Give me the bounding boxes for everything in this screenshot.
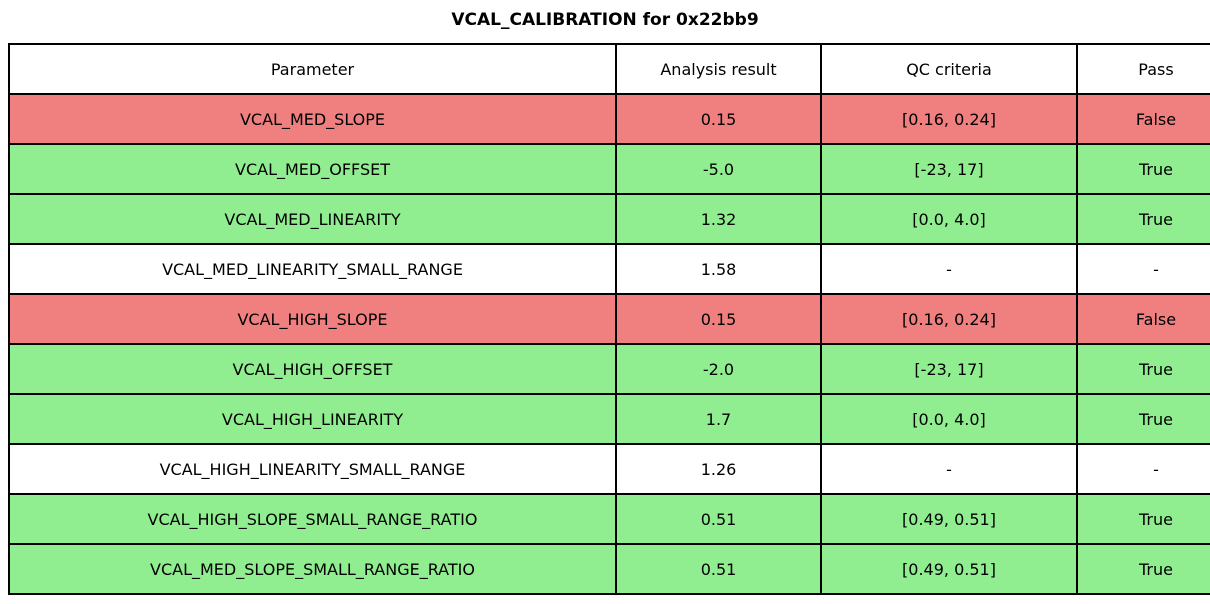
cell-parameter: VCAL_MED_OFFSET — [8, 143, 617, 195]
cell-analysis-result: -5.0 — [615, 143, 822, 195]
cell-qc-criteria: - — [820, 243, 1078, 295]
table-row: VCAL_MED_SLOPE_SMALL_RANGE_RATIO 0.51 [0… — [8, 543, 1210, 595]
cell-pass: True — [1076, 143, 1210, 195]
header-cell-analysis-result: Analysis result — [615, 43, 822, 95]
table-row: VCAL_HIGH_OFFSET -2.0 [-23, 17] True — [8, 343, 1210, 395]
header-cell-qc-criteria: QC criteria — [820, 43, 1078, 95]
cell-parameter: VCAL_HIGH_OFFSET — [8, 343, 617, 395]
cell-analysis-result: 0.51 — [615, 493, 822, 545]
table-row: VCAL_MED_OFFSET -5.0 [-23, 17] True — [8, 143, 1210, 195]
cell-qc-criteria: [-23, 17] — [820, 143, 1078, 195]
cell-pass: True — [1076, 493, 1210, 545]
cell-analysis-result: 1.7 — [615, 393, 822, 445]
cell-pass: False — [1076, 293, 1210, 345]
table-row: VCAL_MED_SLOPE 0.15 [0.16, 0.24] False — [8, 93, 1210, 145]
cell-pass: - — [1076, 443, 1210, 495]
cell-parameter: VCAL_MED_LINEARITY — [8, 193, 617, 245]
cell-pass: True — [1076, 193, 1210, 245]
cell-pass: True — [1076, 343, 1210, 395]
header-cell-pass: Pass — [1076, 43, 1210, 95]
cell-qc-criteria: [0.0, 4.0] — [820, 193, 1078, 245]
page-title: VCAL_CALIBRATION for 0x22bb9 — [451, 10, 759, 30]
cell-pass: False — [1076, 93, 1210, 145]
cell-qc-criteria: [0.16, 0.24] — [820, 93, 1078, 145]
cell-analysis-result: 1.58 — [615, 243, 822, 295]
cell-qc-criteria: [0.0, 4.0] — [820, 393, 1078, 445]
calibration-table: Parameter Analysis result QC criteria Pa… — [8, 43, 1210, 595]
cell-analysis-result: 0.51 — [615, 543, 822, 595]
cell-qc-criteria: - — [820, 443, 1078, 495]
cell-pass: True — [1076, 543, 1210, 595]
cell-parameter: VCAL_HIGH_LINEARITY_SMALL_RANGE — [8, 443, 617, 495]
cell-qc-criteria: [-23, 17] — [820, 343, 1078, 395]
table-row: VCAL_MED_LINEARITY_SMALL_RANGE 1.58 - - — [8, 243, 1210, 295]
header-cell-parameter: Parameter — [8, 43, 617, 95]
table-body: VCAL_MED_SLOPE 0.15 [0.16, 0.24] False V… — [8, 93, 1210, 595]
cell-analysis-result: -2.0 — [615, 343, 822, 395]
cell-parameter: VCAL_MED_SLOPE — [8, 93, 617, 145]
table-row: VCAL_HIGH_SLOPE 0.15 [0.16, 0.24] False — [8, 293, 1210, 345]
table-row: VCAL_HIGH_LINEARITY 1.7 [0.0, 4.0] True — [8, 393, 1210, 445]
cell-analysis-result: 1.26 — [615, 443, 822, 495]
cell-parameter: VCAL_MED_LINEARITY_SMALL_RANGE — [8, 243, 617, 295]
cell-parameter: VCAL_HIGH_SLOPE — [8, 293, 617, 345]
cell-parameter: VCAL_MED_SLOPE_SMALL_RANGE_RATIO — [8, 543, 617, 595]
table-row: VCAL_MED_LINEARITY 1.32 [0.0, 4.0] True — [8, 193, 1210, 245]
cell-analysis-result: 0.15 — [615, 93, 822, 145]
table-row: VCAL_HIGH_SLOPE_SMALL_RANGE_RATIO 0.51 [… — [8, 493, 1210, 545]
cell-qc-criteria: [0.49, 0.51] — [820, 543, 1078, 595]
table-row: VCAL_HIGH_LINEARITY_SMALL_RANGE 1.26 - - — [8, 443, 1210, 495]
cell-pass: - — [1076, 243, 1210, 295]
cell-qc-criteria: [0.49, 0.51] — [820, 493, 1078, 545]
cell-analysis-result: 0.15 — [615, 293, 822, 345]
cell-parameter: VCAL_HIGH_LINEARITY — [8, 393, 617, 445]
cell-pass: True — [1076, 393, 1210, 445]
header-row: Parameter Analysis result QC criteria Pa… — [8, 43, 1210, 95]
cell-parameter: VCAL_HIGH_SLOPE_SMALL_RANGE_RATIO — [8, 493, 617, 545]
cell-analysis-result: 1.32 — [615, 193, 822, 245]
cell-qc-criteria: [0.16, 0.24] — [820, 293, 1078, 345]
